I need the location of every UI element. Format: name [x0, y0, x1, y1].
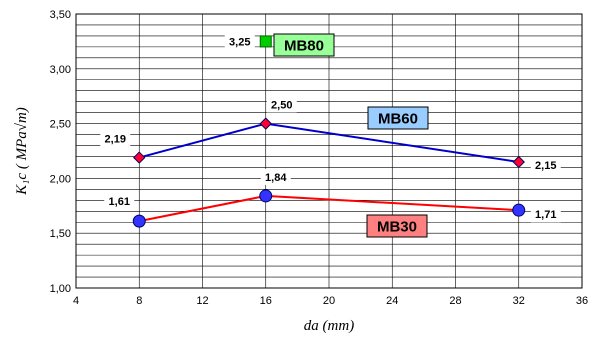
legend-labels: MB30 MB60 MB80 [273, 33, 429, 238]
x-tick-label: 12 [196, 295, 208, 307]
legend-box-mb80 [273, 33, 335, 57]
y-tick-label: 2,50 [50, 119, 71, 131]
legend-box-mb60 [367, 106, 429, 130]
data-label-mb60: 2,50 [271, 100, 292, 112]
data-label-mb30: 1,61 [109, 196, 130, 208]
legend-label-mb60: MB60 [378, 111, 418, 128]
y-tick-label: 3,00 [50, 64, 71, 76]
data-point-mb60 [259, 117, 272, 130]
legend-label-mb80: MB80 [284, 38, 324, 55]
legend-box-mb30 [366, 214, 428, 238]
data-point-mb30 [512, 203, 526, 217]
y-axis-label: K₁c ( MPa√m) [14, 107, 30, 196]
x-tick-label: 4 [73, 295, 79, 307]
data-label-mb60: 2,19 [105, 134, 126, 146]
y-tick-label: 1,50 [50, 228, 71, 240]
data-label-mb30: 1,84 [265, 172, 287, 184]
data-point-mb30 [259, 189, 273, 203]
data-label-mb80: 3,25 [229, 36, 250, 48]
data-label-bg [100, 130, 131, 147]
tick-labels: 4 8 12 16 20 24 28 32 36 1,00 1,50 2,00 2,50 3,00 3,50 [50, 9, 589, 307]
x-tick-label: 24 [386, 295, 398, 307]
x-tick-label: 32 [513, 295, 525, 307]
data-label-mb30: 1,71 [535, 209, 556, 221]
data-label-bg [104, 193, 135, 210]
data-point-mb30 [132, 214, 146, 228]
x-tick-label: 16 [260, 295, 272, 307]
plot-frame [75, 13, 583, 289]
data-label-bg [260, 168, 291, 185]
legend-label-mb30: MB30 [377, 219, 417, 236]
series-layer [132, 35, 526, 228]
x-tick-label: 20 [323, 295, 335, 307]
data-point-mb60 [512, 155, 525, 169]
y-tick-label: 2,00 [50, 173, 71, 185]
data-label-bg [530, 156, 561, 173]
y-tick-label: 3,50 [50, 9, 71, 21]
y-tick-label: 1,00 [50, 283, 71, 295]
data-labels: 1,61 1,84 1,71 2,19 2,50 2,15 3,25 [100, 33, 561, 223]
x-tick-label: 36 [576, 295, 588, 307]
x-axis-label: da (mm) [304, 318, 354, 334]
grid [75, 13, 583, 289]
x-tick-label: 28 [449, 295, 461, 307]
x-tick-label: 8 [136, 295, 142, 307]
data-label-bg [530, 206, 561, 223]
data-point-mb80 [259, 35, 272, 48]
data-point-mb60 [133, 151, 146, 164]
data-label-bg [224, 33, 255, 50]
data-label-bg [266, 96, 297, 113]
data-label-mb60: 2,15 [535, 160, 556, 172]
